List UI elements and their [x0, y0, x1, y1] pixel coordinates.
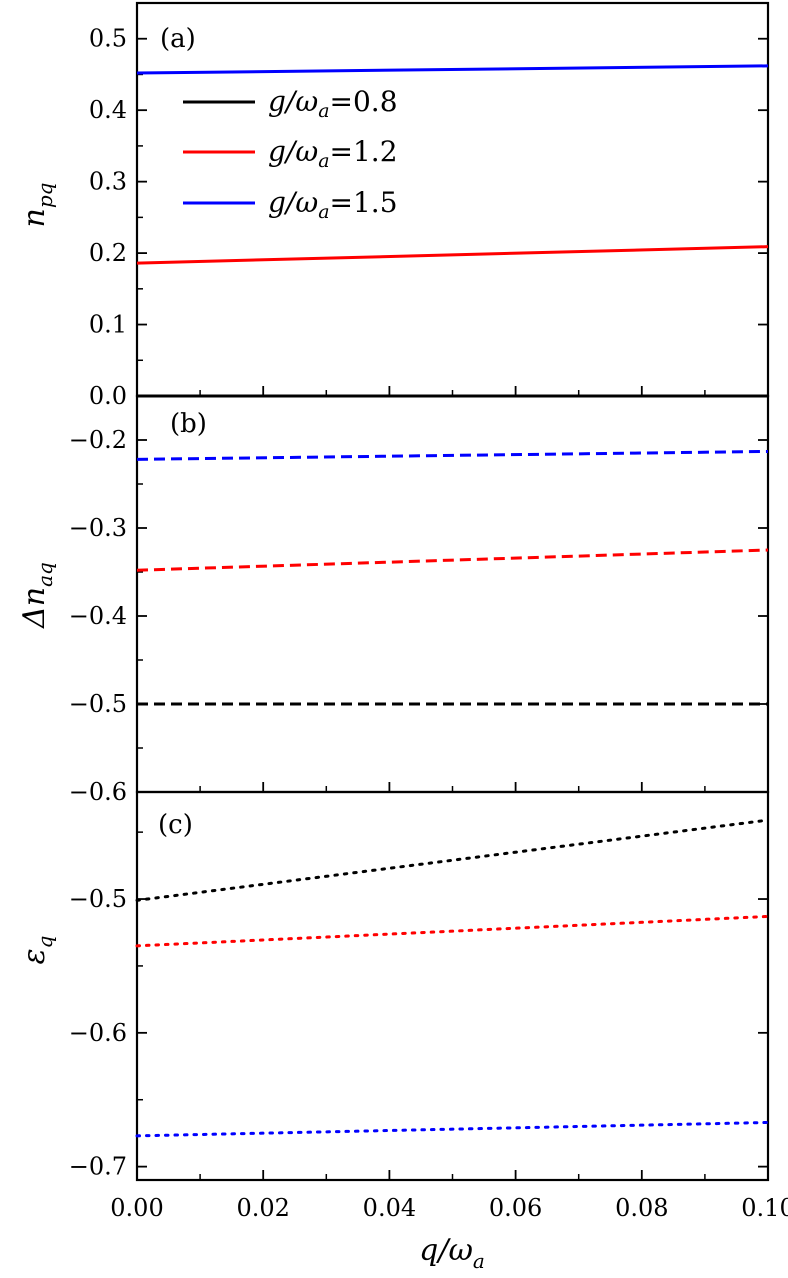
x-tick-label: 0.10: [741, 1194, 788, 1222]
panel-a-series-g15: [136, 64, 769, 75]
panel-c-frame: [135, 790, 770, 1182]
x-tick-label: 0.08: [615, 1194, 668, 1222]
panel-b-series-g12: [136, 548, 769, 572]
panel-b-ytick-label: −0.3: [69, 514, 127, 542]
panel-a-ytick-label: 0.4: [89, 96, 127, 124]
panel-c-series-g08: [135, 818, 770, 902]
x-axis-label: q/ωa: [419, 1233, 485, 1273]
panel-b-ytick-label: −0.6: [69, 778, 127, 806]
y-axis-label-b: Δnaq: [17, 562, 57, 629]
panel-c-tag: (c): [158, 810, 193, 840]
panel-a-series-g12: [136, 245, 769, 265]
panel-c-series-g15: [135, 1120, 770, 1138]
panel-a-ytick-label: 0.3: [89, 168, 127, 196]
panel-b-series-g15: [136, 449, 769, 461]
chart-area: 0.0 0.1 0.2 0.3 0.4 0.5 −0.6 −0.5 −0.4 −0.3 −0.2 −0…: [69, 1, 788, 1222]
x-tick-label: 0.06: [489, 1194, 542, 1222]
x-tick-label: 0.00: [110, 1194, 163, 1222]
panel-c-ytick-label: −0.5: [69, 885, 127, 913]
panel-b-ytick-label: −0.4: [69, 602, 127, 630]
panel-c-ytick-label: −0.6: [69, 1019, 127, 1047]
panel-b-ytick-label: −0.2: [69, 426, 127, 454]
panel-a-frame: [135, 1, 770, 398]
panel-c-ytick-label: −0.7: [69, 1153, 127, 1181]
panel-a-ytick-label: 0.5: [89, 25, 127, 53]
legend-label-2: g/ωa=1.5: [268, 186, 398, 223]
panel-a-ytick-label: 0.1: [89, 311, 127, 339]
panel-c-series-g12: [135, 914, 770, 948]
panel-a-ytick-label: 0.2: [89, 239, 127, 267]
y-axis-label-a: npq: [17, 183, 57, 228]
panel-b-tag: (b): [170, 409, 207, 439]
x-tick-label: 0.02: [236, 1194, 289, 1222]
legend-label-1: g/ωa=1.2: [268, 135, 398, 172]
y-axis-label-c: εq: [17, 936, 57, 965]
legend: g/ωa=0.8 g/ωa=1.2 g/ωa=1.5: [183, 85, 398, 223]
panel-b-ytick-label: −0.5: [69, 690, 127, 718]
panel-a-ytick-label: 0.0: [89, 382, 127, 410]
panel-a-tag: (a): [160, 24, 196, 54]
x-tick-label: 0.04: [363, 1194, 416, 1222]
legend-label-0: g/ωa=0.8: [268, 85, 398, 122]
